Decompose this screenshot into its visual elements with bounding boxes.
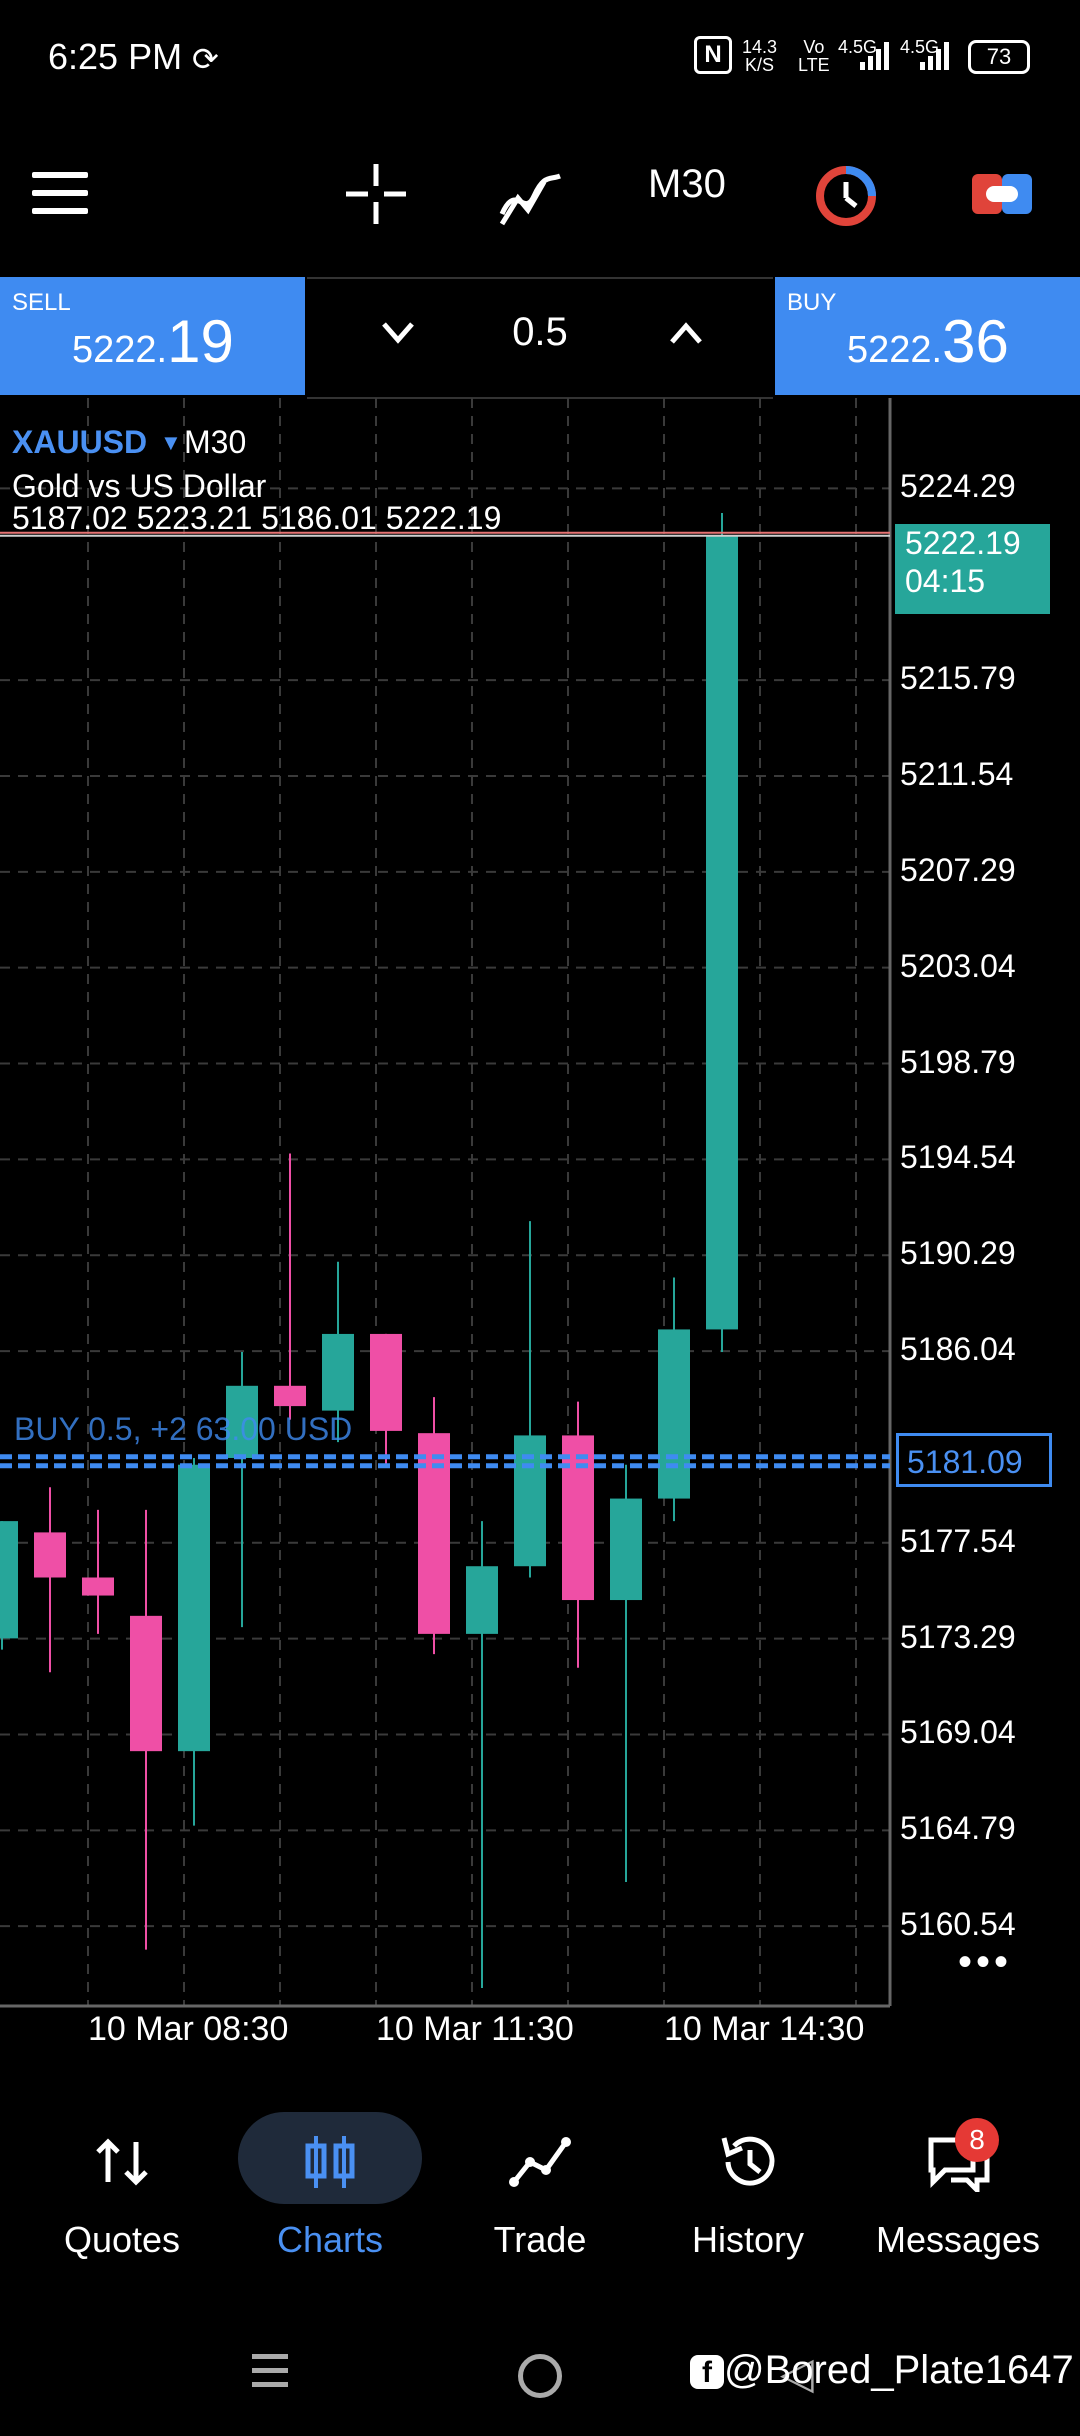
buy-price: 5222.36 [847, 308, 1009, 375]
caret-down-icon[interactable]: ▼ [160, 430, 182, 455]
nav-messages-label: Messages [875, 2219, 1041, 2260]
nfc-icon: N [694, 36, 732, 74]
sell-price: 5222.19 [72, 308, 234, 375]
candle-body [274, 1385, 306, 1407]
timeframe-button[interactable]: M30 [648, 162, 726, 206]
volte-indicator: Vo LTE [798, 37, 830, 75]
nav-trade-label: Trade [493, 2219, 587, 2260]
sync-icon: ⟳ [192, 41, 219, 77]
x-axis-label: 10 Mar 14:30 [664, 2010, 865, 2048]
buy-position-price-tag: 5181.09 [896, 1432, 1052, 1487]
candle-body [706, 535, 738, 1330]
crosshair-icon[interactable] [344, 162, 408, 226]
nav-messages[interactable]: Messages [858, 2110, 1058, 2261]
nav-charts-label: Charts [276, 2219, 384, 2260]
y-axis-label: 5190.29 [900, 1235, 1016, 1272]
messages-badge: 8 [955, 2118, 999, 2162]
chevron-up-icon[interactable] [666, 318, 706, 348]
y-axis-label: 5160.54 [900, 1906, 1016, 1943]
y-axis-label: 5173.29 [900, 1618, 1016, 1655]
status-time: 6:25 PM [48, 36, 183, 77]
sell-label: SELL [12, 289, 71, 316]
signal-icon [860, 42, 889, 70]
candle-body [322, 1333, 354, 1411]
candle-body [178, 1464, 210, 1752]
net-speed: 14.3 K/S [742, 37, 778, 75]
y-axis-label: 5169.04 [900, 1714, 1016, 1751]
bar-countdown: 04:15 [905, 562, 986, 599]
one-click-trading-icon[interactable] [970, 170, 1034, 218]
history-icon [721, 2136, 775, 2186]
candle-body [0, 1521, 18, 1639]
y-axis-label: 5198.79 [900, 1043, 1016, 1080]
y-axis-label: 5224.29 [900, 468, 1016, 505]
candle-body [82, 1577, 114, 1596]
nav-history[interactable]: History [648, 2110, 848, 2261]
battery-indicator: 73 [968, 40, 1030, 74]
symbol-label[interactable]: XAUUSD [12, 424, 148, 460]
buy-position-label[interactable]: BUY 0.5, +2 63.00 USD [14, 1410, 353, 1447]
nav-history-label: History [691, 2219, 804, 2260]
candle-body [34, 1532, 66, 1578]
nav-quotes-label: Quotes [63, 2219, 181, 2260]
y-axis-label: 5211.54 [900, 755, 1014, 792]
buy-button[interactable]: BUY 5222.36 [775, 277, 1080, 395]
sim1-type: 4.5G [838, 37, 878, 57]
more-options-icon[interactable]: ••• [958, 1940, 1013, 1984]
menu-icon[interactable] [32, 172, 88, 214]
y-axis-label: 5177.54 [900, 1522, 1016, 1559]
ohlc-values: 5187.02 5223.21 5186.01 5222.19 [12, 500, 502, 536]
y-axis-label: 5203.04 [900, 947, 1016, 984]
nav-trade[interactable]: Trade [440, 2110, 640, 2261]
candle-body [370, 1333, 402, 1431]
y-axis-label: 5164.79 [900, 1810, 1016, 1847]
signal-icon-2 [920, 42, 949, 70]
sell-button[interactable]: SELL 5222.19 [0, 277, 305, 395]
back-icon[interactable]: ◁ [780, 2349, 814, 2398]
trade-icon [509, 2137, 571, 2187]
active-tab-indicator [238, 2112, 422, 2204]
watermark-text: f @Bored_Plate1647 [690, 2348, 1074, 2393]
sim2-type: 4.5G [900, 37, 940, 57]
current-price: 5222.19 [905, 524, 1021, 561]
nav-charts[interactable]: Charts [230, 2110, 430, 2261]
y-axis-label: 5207.29 [900, 851, 1016, 888]
indicators-icon[interactable] [498, 162, 564, 226]
y-axis-label: 5194.54 [900, 1139, 1016, 1176]
x-axis-label: 10 Mar 11:30 [376, 2010, 574, 2048]
recent-apps-icon[interactable] [252, 2354, 288, 2387]
candle-body [610, 1498, 642, 1601]
symbol-description: Gold vs US Dollar [12, 468, 267, 504]
charts-icon [305, 2136, 355, 2188]
candle-body [130, 1615, 162, 1752]
quotes-icon [96, 2138, 148, 2186]
candle-body [658, 1329, 690, 1499]
y-axis-label: 5186.04 [900, 1331, 1016, 1368]
chevron-down-icon[interactable] [378, 318, 418, 348]
candle-body [226, 1385, 258, 1458]
price-chart[interactable] [0, 398, 1080, 2038]
x-axis-label: 10 Mar 08:30 [88, 2010, 289, 2048]
chart-timeframe-label: M30 [184, 424, 247, 460]
trade-session-icon[interactable] [814, 164, 878, 228]
home-icon[interactable] [518, 2354, 562, 2398]
nav-quotes[interactable]: Quotes [22, 2110, 222, 2261]
buy-label: BUY [787, 289, 837, 316]
y-axis-label: 5215.79 [900, 660, 1016, 697]
candle-body [562, 1435, 594, 1601]
status-bar: 6:25 PM ⟳ N 14.3 K/S Vo LTE 4.5G 4.5G 73 [0, 0, 1080, 120]
candle-body [466, 1566, 498, 1634]
lot-size-value[interactable]: 0.5 [512, 310, 568, 354]
current-price-tag: 5222.19 04:15 [895, 523, 1050, 614]
